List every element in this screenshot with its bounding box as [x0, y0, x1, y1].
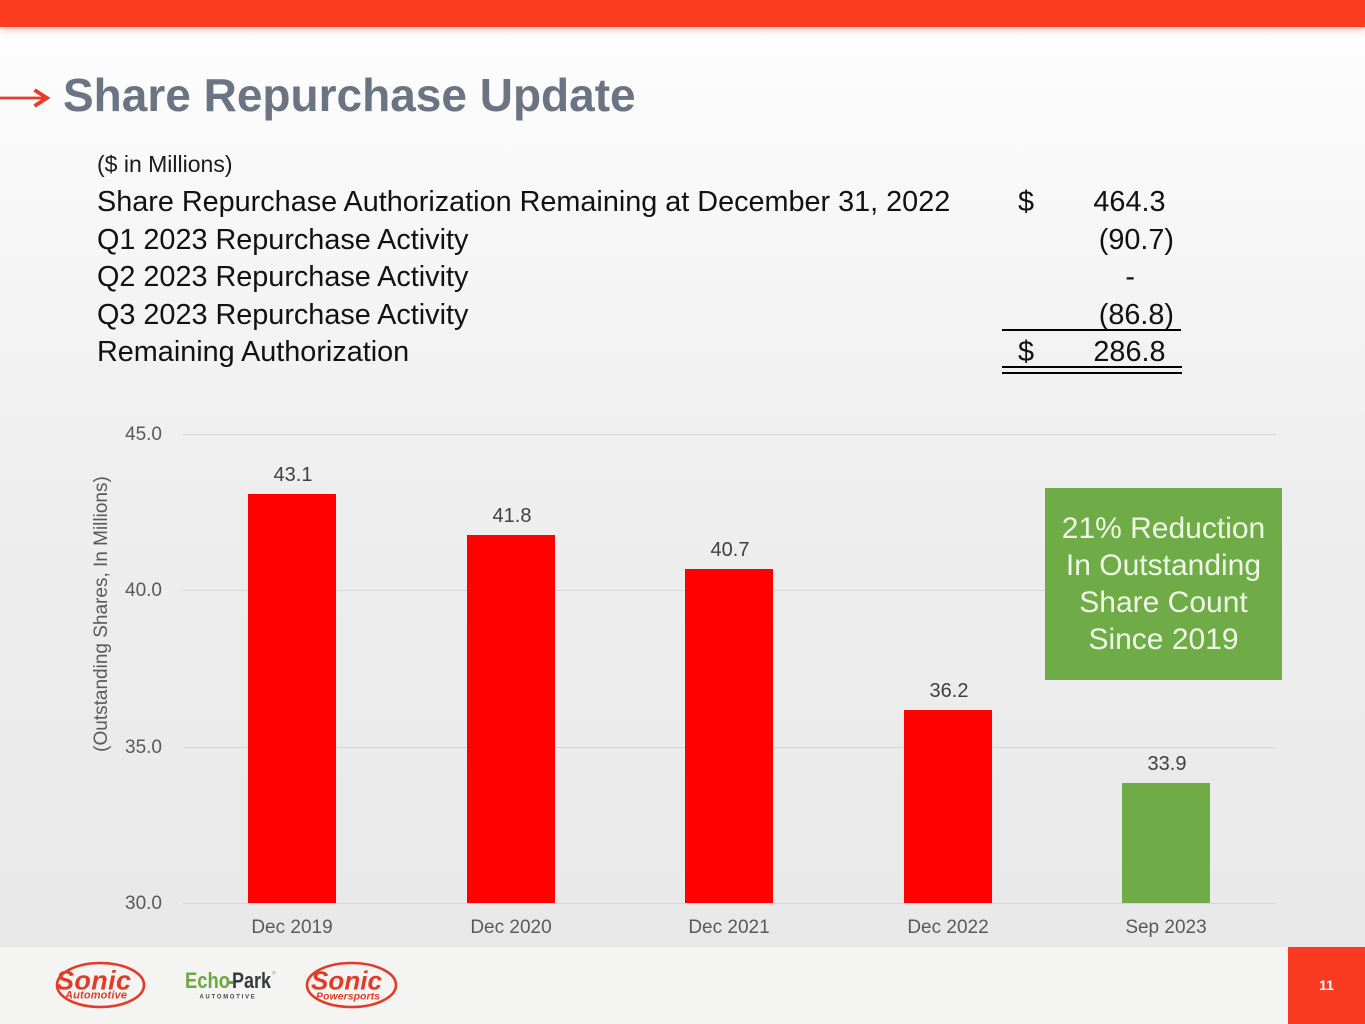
svg-text:Powersports: Powersports [316, 991, 380, 1003]
svg-text:Automotive: Automotive [64, 990, 127, 1002]
svg-text:Sonic: Sonic [56, 966, 131, 996]
svg-text:Sonic: Sonic [311, 966, 383, 996]
svg-text:Park: Park [232, 968, 272, 993]
svg-text:®: ® [272, 970, 276, 977]
svg-text:Echo: Echo [185, 968, 230, 993]
svg-text:AUTOMOTIVE: AUTOMOTIVE [200, 994, 257, 1001]
